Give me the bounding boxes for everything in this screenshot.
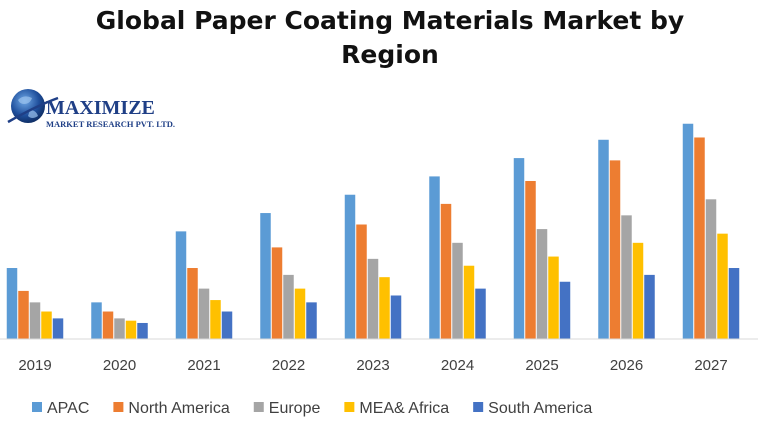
plot-area [6, 123, 740, 340]
bar-2023-north-america [356, 224, 367, 339]
legend-label: North America [128, 400, 229, 417]
legend-label: MEA& Africa [359, 400, 449, 417]
legend-swatch [473, 402, 484, 412]
bar-2025-north-america [525, 180, 536, 339]
bar-2025-south-america [559, 281, 571, 339]
legend-label: APAC [47, 400, 89, 417]
legend-item-north-america: North America [113, 400, 230, 417]
bar-2022-south-america [306, 302, 317, 339]
x-tick-label: 2019 [18, 357, 51, 374]
bar-2019-apac [6, 268, 18, 339]
bar-2024-apac [429, 176, 440, 339]
bar-2019-europe [29, 302, 41, 339]
x-tick-label: 2021 [187, 357, 220, 374]
logo-subtitle: MARKET RESEARCH PVT. LTD. [46, 119, 175, 129]
x-tick-label: 2023 [356, 357, 389, 374]
bar-2023-apac [344, 194, 356, 339]
bar-2027-mea-africa [717, 233, 728, 339]
bar-2024-south-america [475, 288, 486, 339]
bar-2027-apac [682, 123, 694, 340]
legend-label: South America [488, 400, 592, 417]
x-tick-label: 2024 [441, 357, 474, 374]
bar-2021-south-america [221, 311, 233, 339]
legend-label: Europe [269, 400, 321, 417]
bar-2027-south-america [728, 268, 740, 339]
bar-2023-europe [367, 258, 379, 339]
bar-2021-apac [175, 231, 187, 339]
legend-swatch [32, 402, 42, 412]
legend-item-mea-africa: MEA& Africa [344, 400, 449, 417]
legend-swatch [113, 402, 124, 412]
bar-2019-north-america [18, 290, 29, 339]
bar-2024-mea-africa [463, 265, 475, 339]
bar-2022-europe [283, 274, 294, 339]
bar-2027-north-america [694, 137, 705, 339]
bar-2022-north-america [271, 247, 283, 339]
chart-title-line-1: Global Paper Coating Materials Market by [95, 6, 685, 35]
bar-2021-mea-africa [210, 300, 221, 339]
bar-2024-europe [452, 242, 463, 339]
bar-2021-europe [198, 288, 210, 339]
bar-2025-mea-africa [548, 256, 559, 339]
bar-2023-south-america [390, 295, 402, 339]
bar-2026-north-america [609, 160, 621, 339]
bar-2023-mea-africa [379, 277, 390, 339]
bar-2020-europe [114, 318, 125, 339]
bar-2025-apac [513, 158, 525, 339]
legend-swatch [253, 402, 264, 412]
bar-2022-mea-africa [294, 288, 306, 339]
bar-2019-mea-africa [41, 311, 52, 339]
legend-item-south-america: South America [473, 400, 592, 417]
bar-2026-south-america [644, 274, 655, 339]
bar-2021-north-america [187, 268, 198, 339]
bar-2020-south-america [137, 322, 148, 339]
logo-name: MAXIMIZE [46, 97, 155, 119]
bar-2019-south-america [52, 318, 64, 339]
bar-2026-mea-africa [632, 242, 644, 339]
company-logo: MAXIMIZE MARKET RESEARCH PVT. LTD. [7, 89, 175, 129]
globe-icon [7, 89, 59, 124]
x-axis-ticks: 2019 2020 2021 2022 2023 2024 2025 2026 2027 [18, 357, 727, 374]
bar-2027-europe [705, 199, 717, 339]
x-tick-label: 2026 [610, 357, 643, 374]
x-tick-label: 2020 [103, 357, 136, 374]
bar-2024-north-america [440, 203, 452, 339]
bar-2020-north-america [102, 311, 114, 339]
chart-title-line-2: Region [341, 40, 439, 69]
bar-2026-apac [598, 139, 609, 339]
legend-item-apac: APAC [32, 400, 89, 417]
bar-2022-apac [260, 213, 271, 339]
bar-2026-europe [621, 215, 632, 339]
bar-2025-europe [536, 229, 548, 339]
bar-2020-mea-africa [125, 320, 137, 339]
x-tick-label: 2025 [525, 357, 558, 374]
chart-title: Global Paper Coating Materials Market by… [0, 4, 780, 72]
legend: APAC North America Europe MEA& Africa South … [32, 400, 592, 417]
x-tick-label: 2022 [272, 357, 305, 374]
legend-item-europe: Europe [253, 400, 321, 417]
legend-swatch [344, 402, 355, 412]
x-tick-label: 2027 [694, 357, 727, 374]
bar-2020-apac [91, 302, 102, 339]
